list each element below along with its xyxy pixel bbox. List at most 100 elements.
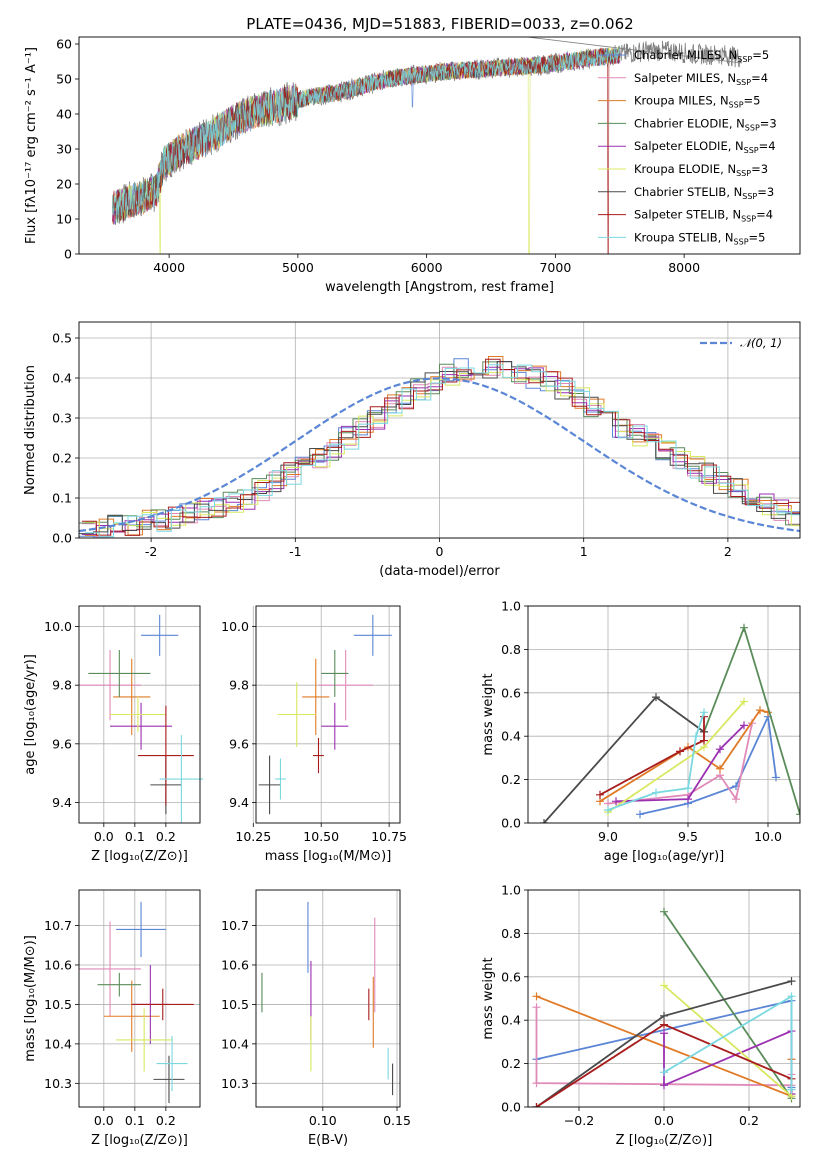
x-tick-label: 1 bbox=[580, 544, 588, 559]
x-tick-label: 0.2 bbox=[156, 1113, 176, 1128]
y-tick-label: 60 bbox=[56, 37, 72, 52]
histogram-2 bbox=[84, 356, 800, 536]
weight-age-panel: 9.0 9.5 10.0 0.0 0.2 0.4 0.6 0.8 1.0 age [log₁₀(a… bbox=[481, 599, 801, 864]
weight-marker bbox=[684, 784, 692, 793]
x-tick-label: -2 bbox=[145, 544, 157, 559]
weight-marker bbox=[532, 1079, 541, 1088]
y-tick-label: 10.3 bbox=[44, 1076, 72, 1091]
y-axis-label: Normed distribution bbox=[23, 365, 38, 495]
y-tick-label: 1.0 bbox=[501, 599, 521, 614]
x-tick-label: 10.25 bbox=[235, 829, 271, 844]
legend-label-sub: SSP bbox=[736, 169, 751, 178]
weight-lines bbox=[532, 907, 796, 1107]
x-tick-label: 0 bbox=[436, 544, 444, 559]
x-axis-label: Z [log₁₀(Z/Z⊙)] bbox=[91, 1133, 188, 1148]
y-tick-label: 10.3 bbox=[221, 1076, 249, 1091]
y-tick-label: 9.8 bbox=[52, 678, 72, 693]
x-axis-label: Z [log₁₀(Z/Z⊙)] bbox=[616, 1133, 713, 1148]
weight-marker bbox=[660, 1011, 668, 1020]
legend-label-count: =5 bbox=[752, 48, 769, 62]
weight-marker bbox=[740, 697, 748, 706]
y-tick-label: 0.6 bbox=[501, 969, 521, 984]
legend-label-name: Kroupa STELIB, N bbox=[634, 230, 734, 244]
legend-label: 𝒩(0, 1) bbox=[740, 336, 782, 350]
weight-marker bbox=[652, 693, 660, 702]
legend-label-sub: SSP bbox=[734, 237, 749, 246]
legend-label-sub: SSP bbox=[742, 192, 757, 201]
weight-marker bbox=[660, 907, 668, 916]
y-tick-label: 0.2 bbox=[501, 1056, 521, 1071]
y-tick-label: 10.5 bbox=[221, 997, 249, 1012]
y-tick-label: 0.5 bbox=[52, 331, 72, 346]
weight-Z-panel: −0.2 0.0 0.2 0.0 0.2 0.4 0.6 0.8 1.0 Z [log₁₀(Z/Z… bbox=[481, 883, 801, 1148]
y-tick-label: 0 bbox=[64, 247, 72, 262]
y-tick-label: 50 bbox=[56, 72, 72, 87]
y-tick-label: 10.7 bbox=[221, 918, 249, 933]
spectrum-curves bbox=[112, 37, 743, 254]
y-tick-label: 10 bbox=[56, 212, 72, 227]
y-tick-label: 9.4 bbox=[52, 795, 72, 810]
legend-label: Kroupa MILES, NSSP=5 bbox=[634, 94, 760, 110]
histogram-5 bbox=[84, 372, 800, 530]
legend-label: Salpeter STELIB, NSSP=4 bbox=[634, 208, 773, 224]
normal-curve bbox=[79, 377, 800, 533]
y-tick-label: 10.4 bbox=[221, 1036, 249, 1051]
y-tick-label: 9.6 bbox=[52, 736, 72, 751]
legend-label-count: =3 bbox=[760, 116, 777, 130]
x-tick-label: 5000 bbox=[282, 260, 314, 275]
x-tick-label: −0.2 bbox=[564, 1113, 594, 1128]
y-tick-label: 0.4 bbox=[501, 1013, 521, 1028]
x-axis-label: wavelength [Angstrom, rest frame] bbox=[325, 280, 554, 295]
weight-marker bbox=[660, 981, 668, 990]
weight-marker bbox=[532, 992, 541, 1001]
weight-marker bbox=[660, 1068, 668, 1077]
x-tick-label: 7000 bbox=[539, 260, 571, 275]
x-tick-label: 0.1 bbox=[125, 1113, 145, 1128]
weight-marker bbox=[612, 797, 620, 806]
x-axis-label: age [log₁₀(age/yr)] bbox=[604, 849, 725, 864]
y-tick-label: 0.2 bbox=[501, 772, 521, 787]
age-Z-panel: 0.0 0.1 0.2 9.4 9.6 9.8 10.0 Z [log₁₀(Z/Z⊙)] age… bbox=[23, 605, 204, 864]
y-tick-label: 10.0 bbox=[221, 619, 249, 634]
legend-label-name: Salpeter ELODIE, N bbox=[634, 139, 744, 153]
figure-title: PLATE=0436, MJD=51883, FIBERID=0033, z=0… bbox=[246, 15, 633, 33]
y-tick-label: 0.0 bbox=[501, 1100, 521, 1115]
weight-line-7 bbox=[599, 716, 705, 796]
y-tick-label: 0.8 bbox=[501, 926, 521, 941]
y-tick-label: 9.8 bbox=[229, 678, 249, 693]
legend-label-name: Kroupa ELODIE, N bbox=[634, 162, 736, 176]
axes-frame bbox=[527, 889, 801, 1108]
legend-label-name: Kroupa MILES, N bbox=[634, 94, 729, 108]
x-tick-label: 0.0 bbox=[94, 829, 114, 844]
y-axis-label: mass weight bbox=[481, 673, 496, 755]
weight-marker bbox=[540, 819, 548, 823]
x-tick-label: 9.0 bbox=[598, 829, 618, 844]
y-tick-label: 0.0 bbox=[52, 531, 72, 546]
y-tick-label: 30 bbox=[56, 142, 72, 157]
residuals-panel: -2 -1 0 1 2 0.0 0.1 0.2 0.3 0.4 0.5 (data-model)/er… bbox=[23, 321, 801, 579]
weight-marker bbox=[787, 1085, 796, 1094]
weight-marker bbox=[676, 747, 684, 756]
legend-label-count: =4 bbox=[751, 71, 768, 85]
legend-label-sub: SSP bbox=[741, 215, 756, 224]
legend-label: Kroupa STELIB, NSSP=5 bbox=[634, 230, 765, 246]
model-line-8 bbox=[112, 45, 621, 221]
spectrum-panel: 4000 5000 6000 7000 8000 0 10 20 30 40 50 60 wavelen… bbox=[24, 36, 801, 295]
legend-label: Chabrier ELODIE, NSSP=3 bbox=[634, 116, 777, 132]
x-tick-label: -1 bbox=[289, 544, 301, 559]
legend-label-sub: SSP bbox=[736, 78, 751, 87]
y-axis-label: Flux [fλ10⁻¹⁷ erg cm⁻² s⁻¹ A⁻¹] bbox=[24, 47, 39, 244]
x-tick-label: 8000 bbox=[668, 260, 700, 275]
y-tick-label: 0.4 bbox=[501, 729, 521, 744]
legend-label-sub: SSP bbox=[744, 146, 759, 155]
histogram-8 bbox=[84, 364, 800, 538]
weight-marker bbox=[660, 1081, 668, 1090]
x-tick-label: 10.75 bbox=[371, 829, 407, 844]
legend-label: Kroupa ELODIE, NSSP=3 bbox=[634, 162, 768, 178]
mass-Z-panel: 0.0 0.1 0.2 10.3 10.4 10.5 10.6 10.7 Z [log₁₀(Z/… bbox=[23, 889, 201, 1148]
x-tick-label: 0.15 bbox=[383, 1113, 411, 1128]
y-tick-label: 0.2 bbox=[52, 451, 72, 466]
legend-label-name: Chabrier STELIB, N bbox=[634, 185, 742, 199]
y-tick-label: 10.0 bbox=[44, 619, 72, 634]
axes-frame bbox=[78, 36, 801, 255]
